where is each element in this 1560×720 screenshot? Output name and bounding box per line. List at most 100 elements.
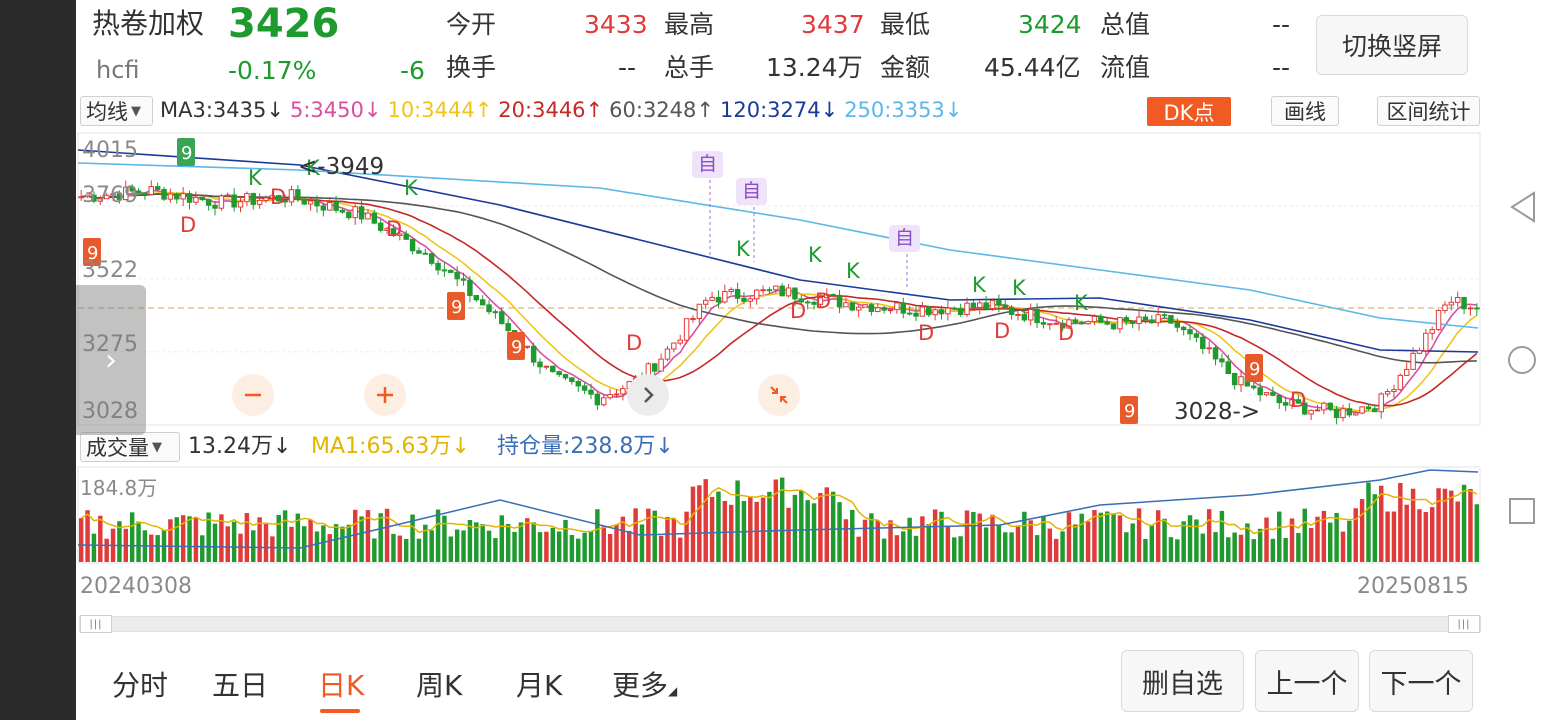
candle-body [798,298,805,303]
volume-bar [1417,509,1422,562]
candle-body [989,300,996,310]
dk-point-button[interactable]: DK点 [1147,97,1231,126]
tab-daily-k[interactable]: 日K [318,669,365,702]
candle-body [416,250,422,254]
draw-line-button[interactable]: 画线 [1271,96,1339,126]
volume-bar [1398,482,1403,562]
volume-bar [391,533,396,562]
active-tab-indicator [320,709,360,713]
volume-bar [282,510,288,562]
recents-square-icon[interactable] [1508,497,1536,525]
volume-value: 13.24万 [766,53,863,82]
candle-body [658,358,664,372]
scroll-right-button[interactable] [627,374,669,416]
tab-weekly-k[interactable]: 周K [416,669,463,702]
corner-triangle-icon: ◢ [668,684,678,698]
candle-body [1257,387,1263,396]
volume-bar [1391,511,1397,562]
volume-bar [333,524,339,562]
volume-bar [939,511,944,562]
volume-bar [1085,521,1091,562]
candle-body [250,193,256,205]
candle-body [881,307,887,311]
tab-intraday[interactable]: 分时 [112,669,169,702]
candle-body [371,212,378,224]
volume-bar [206,512,211,562]
volume-bar [1009,532,1014,562]
change-value: -6 [400,56,425,85]
volume-selector-dropdown[interactable]: 成交量 ▼ [80,432,180,462]
volume-bar [1283,538,1288,562]
price-axis-label: 3769 [82,183,138,208]
volume-bar [830,491,836,562]
candle-body [1346,408,1353,416]
price-axis-label: 3028 [82,399,138,424]
candle-body [295,189,301,200]
previous-button[interactable]: 上一个 [1255,650,1359,712]
candle-body [779,285,785,297]
volume-bar [467,519,473,562]
candle-body [1047,323,1053,326]
volume-bar [91,533,97,562]
reset-zoom-button[interactable] [758,374,800,416]
volume-bar [346,524,352,562]
tab-five-day[interactable]: 五日 [212,669,269,702]
tab-monthly-k[interactable]: 月K [516,669,563,702]
candle-body [1053,322,1059,325]
candle-body [862,304,868,308]
remove-favorite-button[interactable]: 删自选 [1121,650,1244,712]
low-label: 最低 [880,10,931,39]
zoom-out-button[interactable] [232,374,274,416]
candle-body [473,295,480,301]
instrument-name: 热卷加权 [92,7,205,40]
nine-marker-box [83,238,101,266]
zoom-in-button[interactable] [364,374,406,416]
candle-body [1340,408,1346,419]
candle-body [715,296,722,303]
volume-bar [410,514,415,562]
back-triangle-icon[interactable] [1508,190,1538,224]
chevron-down-icon: ▼ [152,439,162,455]
tab-more[interactable]: 更多◢ [612,664,677,704]
next-button[interactable]: 下一个 [1369,650,1473,712]
candle-body [951,307,957,310]
nine-marker-box [1120,396,1138,424]
volume-bar [722,500,728,562]
volume-bar [499,515,505,562]
volume-bar [977,513,982,562]
switch-portrait-button[interactable]: 切换竖屏 [1316,15,1468,75]
scrollbar-left-grip[interactable]: ||| [80,615,112,633]
volume-bar [569,535,575,562]
candle-body [1397,374,1404,391]
ma-selector-dropdown[interactable]: 均线 ▼ [80,96,153,126]
candle-body [1333,408,1340,419]
time-scrollbar[interactable] [79,616,1481,632]
candle-body [116,193,123,201]
volume-bar [372,538,377,562]
nine-marker: 9 [87,243,98,264]
volume-bar [901,531,906,562]
candle-body [1238,376,1244,386]
volume-bar [850,509,855,562]
range-stats-button[interactable]: 区间统计 [1377,96,1480,126]
volume-bar [614,524,619,562]
candle-body [671,342,677,350]
scrollbar-right-grip[interactable]: ||| [1448,615,1480,633]
volume-bar [78,518,84,562]
volume-bar [340,526,345,562]
volume-bar [1359,499,1365,562]
candle-body [581,385,588,391]
candle-body [1474,307,1480,310]
self-select-tag: 自 [736,178,768,205]
volume-bar [1277,511,1282,562]
volume-bar [1149,525,1155,562]
nine-marker: 9 [451,297,462,318]
candle-body [486,304,492,313]
volume-bar [1232,532,1237,562]
home-circle-icon[interactable] [1506,344,1538,376]
candle-body [1059,322,1066,329]
candle-body [766,289,773,292]
candle-body [1423,332,1429,352]
expand-panel-handle[interactable]: › [76,285,146,435]
